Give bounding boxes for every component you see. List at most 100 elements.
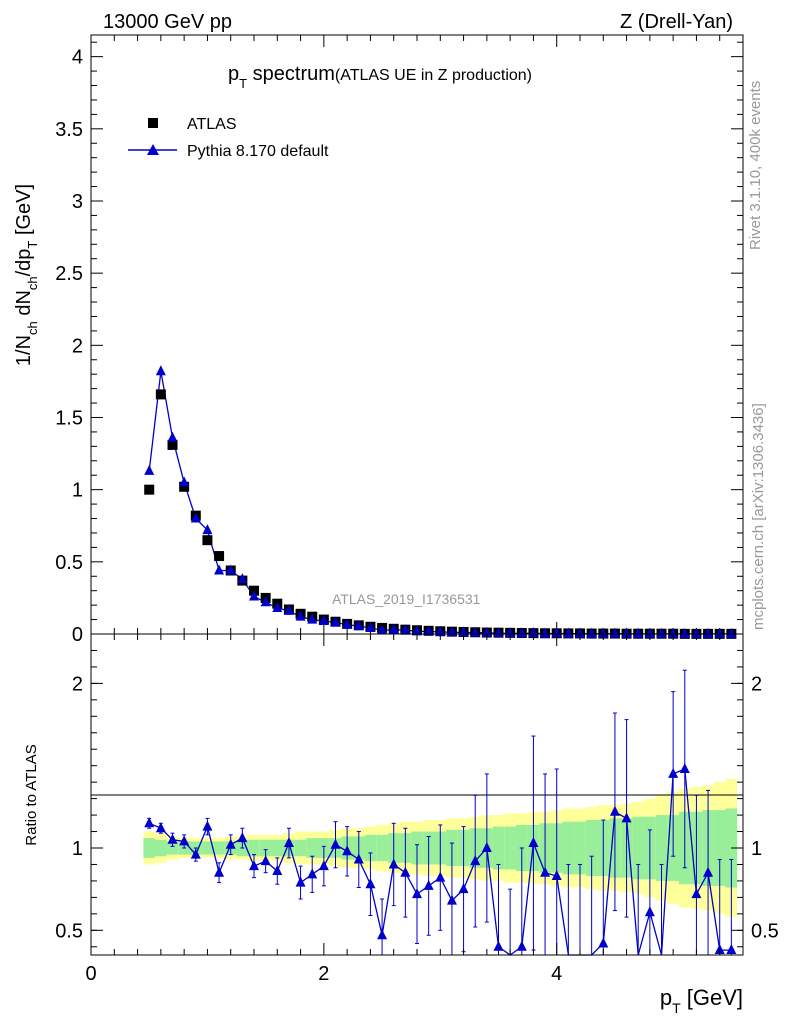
ylabel-part-5: T bbox=[25, 241, 40, 249]
xtick-label: 0 bbox=[85, 963, 96, 985]
mc-point bbox=[551, 627, 562, 638]
title-rest: spectrum bbox=[247, 63, 335, 85]
main-ytick-label: 1 bbox=[72, 480, 83, 502]
header-left: 13000 GeV pp bbox=[103, 11, 232, 33]
ratio-point bbox=[458, 883, 469, 894]
xlabel: pT [GeV] bbox=[660, 985, 743, 1016]
main-ytick-label: 3 bbox=[72, 191, 83, 213]
ratio-point bbox=[190, 848, 201, 859]
ratio-ylabel: Ratio to ATLAS bbox=[23, 744, 40, 845]
ratio-ytick-label-right: 2 bbox=[751, 673, 762, 695]
ratio-point bbox=[481, 842, 492, 852]
ratio-band-inner bbox=[492, 826, 505, 870]
ratio-point bbox=[330, 838, 341, 849]
ratio-point bbox=[155, 822, 166, 833]
mc-point bbox=[249, 590, 259, 601]
title-sub: T bbox=[239, 76, 247, 91]
mc-point bbox=[283, 604, 294, 615]
ratio-point bbox=[167, 833, 178, 844]
ratio-point bbox=[214, 866, 225, 877]
main-ytick-label: 1.5 bbox=[55, 407, 83, 429]
analysis-watermark: ATLAS_2019_I1736531 bbox=[332, 591, 481, 607]
ylabel-part-3: ch bbox=[25, 276, 40, 290]
ratio-point bbox=[365, 878, 376, 889]
mc-point bbox=[225, 564, 236, 575]
mc-point bbox=[214, 564, 225, 575]
ratio-point bbox=[377, 929, 388, 940]
ratio-point bbox=[516, 940, 527, 951]
ratio-point bbox=[202, 820, 213, 831]
ratio-point bbox=[342, 845, 353, 856]
main-ytick-label: 3.5 bbox=[55, 119, 83, 141]
ratio-point bbox=[353, 853, 364, 864]
mc-point bbox=[714, 627, 725, 638]
ratio-point bbox=[679, 762, 690, 773]
title-main: p bbox=[228, 63, 239, 85]
mc-point bbox=[726, 627, 737, 638]
mc-point bbox=[167, 431, 178, 442]
ratio-ytick-label-right: 1 bbox=[751, 838, 762, 860]
mc-point bbox=[377, 624, 388, 635]
mc-point bbox=[691, 627, 702, 638]
ratio-point bbox=[144, 817, 155, 828]
main-ylabel: 1/Nch dNch/dpT [GeV] bbox=[13, 184, 40, 366]
ratio-ytick-label: 1 bbox=[72, 838, 83, 860]
legend-pythia-marker bbox=[147, 144, 159, 155]
mc-point bbox=[295, 610, 306, 621]
ylabel-part-6: [GeV] bbox=[13, 184, 35, 241]
mc-point bbox=[423, 625, 434, 636]
ratio-point bbox=[318, 860, 329, 871]
ratio-point bbox=[249, 860, 259, 871]
mc-point bbox=[621, 627, 632, 638]
ratio-point bbox=[400, 866, 411, 877]
mc-point bbox=[202, 524, 213, 535]
xlabel-part-2: [GeV] bbox=[681, 985, 743, 1010]
ratio-band-inner bbox=[306, 838, 319, 858]
mc-point bbox=[435, 625, 446, 636]
ylabel-part-0: 1/N bbox=[13, 335, 35, 366]
mc-point bbox=[703, 627, 714, 638]
ratio-band-inner bbox=[213, 841, 225, 855]
atlas-point bbox=[214, 551, 225, 562]
ratio-point bbox=[470, 855, 481, 866]
xtick-label: 2 bbox=[318, 963, 329, 985]
mc-point bbox=[679, 627, 690, 638]
ratio-point bbox=[179, 835, 190, 846]
atlas-point bbox=[202, 535, 213, 546]
legend: ATLAS Pythia 8.170 default bbox=[128, 116, 329, 160]
main-panel: 00.511.522.533.54 pT spectrum(ATLAS UE i… bbox=[13, 34, 744, 646]
xlabel-part-1: T bbox=[672, 1000, 681, 1016]
title-note: (ATLAS UE in Z production) bbox=[335, 67, 532, 84]
ratio-point bbox=[493, 940, 504, 951]
ratio-point bbox=[691, 888, 702, 899]
ratio-band-inner bbox=[655, 815, 668, 881]
ratio-band-inner bbox=[294, 839, 307, 857]
ratio-point bbox=[540, 866, 551, 877]
ratio-band-inner bbox=[376, 834, 388, 862]
ratio-band-inner bbox=[364, 834, 377, 862]
main-title: pT spectrum(ATLAS UE in Z production) bbox=[228, 63, 532, 91]
ratio-point bbox=[260, 855, 271, 866]
main-ytick-label: 0 bbox=[72, 624, 83, 646]
mc-point bbox=[563, 627, 574, 638]
main-ytick-label: 2 bbox=[72, 335, 83, 357]
mc-point bbox=[237, 573, 248, 584]
mc-point bbox=[179, 476, 190, 487]
ratio-band-inner bbox=[713, 810, 726, 886]
ratio-band-inner bbox=[562, 821, 575, 875]
mc-point bbox=[528, 627, 539, 638]
mc-point bbox=[365, 621, 376, 632]
ratio-point bbox=[272, 865, 283, 876]
ratio-ytick-label: 0.5 bbox=[55, 920, 83, 942]
ratio-y-axis: 0.5 0.5 1 1 2 2 bbox=[55, 649, 779, 948]
main-ytick-label: 4 bbox=[72, 47, 83, 69]
mc-point bbox=[330, 616, 341, 627]
mc-point bbox=[353, 620, 364, 631]
mc-point bbox=[633, 627, 644, 638]
ratio-band-inner bbox=[259, 839, 272, 857]
mc-point bbox=[668, 627, 679, 638]
legend-atlas-label: ATLAS bbox=[187, 116, 237, 133]
ratio-point bbox=[598, 937, 609, 948]
ratio-band-inner bbox=[155, 839, 167, 857]
atlas-point bbox=[167, 439, 178, 450]
